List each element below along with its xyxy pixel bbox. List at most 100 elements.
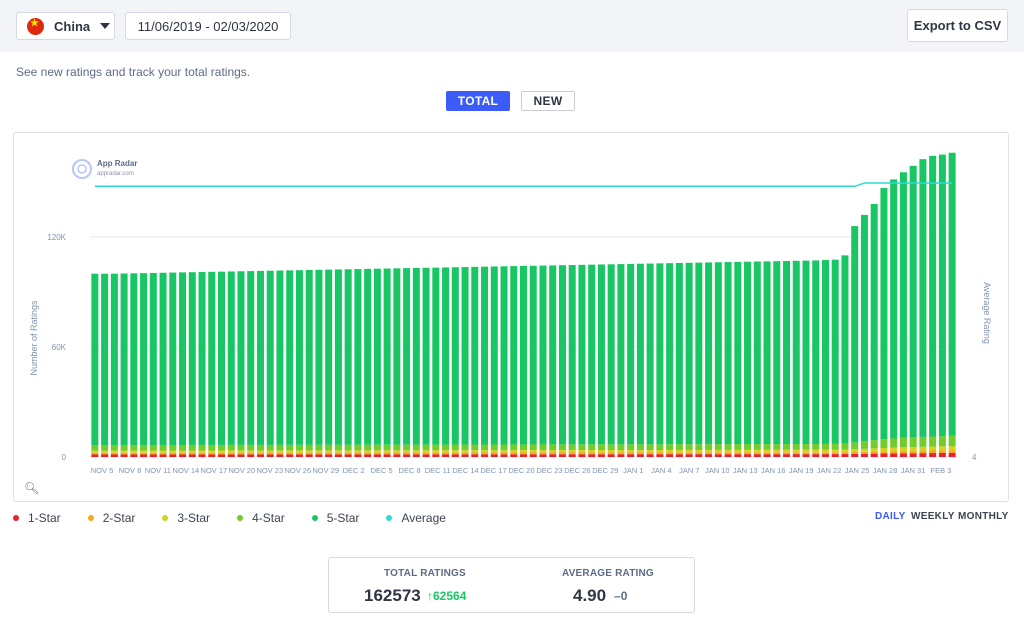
bar-segment-2-star <box>451 452 459 455</box>
bar-segment-4-star <box>442 444 450 451</box>
bar-segment-5-star <box>149 272 157 446</box>
bar-segment-1-star <box>578 454 586 457</box>
bar-segment-5-star <box>763 261 771 445</box>
bar-stack <box>334 269 342 457</box>
bar-segment-4-star <box>149 445 157 451</box>
bar-segment-1-star <box>159 454 167 457</box>
x-tick-label: JAN 25 <box>845 466 870 475</box>
bar-segment-3-star <box>247 450 255 453</box>
bar-segment-4-star <box>247 444 255 451</box>
period-weekly[interactable]: WEEKLY <box>911 511 955 522</box>
bar-segment-2-star <box>744 452 752 455</box>
bar-segment-2-star <box>198 452 206 455</box>
bar-stack <box>890 179 898 457</box>
bar-stack <box>549 265 557 457</box>
bar-stack <box>305 270 313 457</box>
bar-segment-1-star <box>753 454 761 457</box>
bar-segment-4-star <box>792 443 800 450</box>
bar-segment-5-star <box>627 263 635 445</box>
bar-segment-5-star <box>432 267 440 445</box>
country-select[interactable]: China <box>16 12 115 40</box>
bar-segment-4-star <box>519 444 527 451</box>
bar-segment-5-star <box>675 263 683 445</box>
bar-segment-5-star <box>812 260 820 444</box>
bar-segment-2-star <box>130 452 138 455</box>
bar-segment-4-star <box>529 444 537 451</box>
bar-segment-4-star <box>227 444 235 451</box>
bar-segment-1-star <box>783 454 791 457</box>
tab-total[interactable]: TOTAL <box>446 91 510 111</box>
x-tick-label: DEC 14 <box>452 466 478 475</box>
bar-segment-3-star <box>140 450 148 453</box>
bar-segment-5-star <box>714 262 722 445</box>
bar-stack <box>588 264 596 457</box>
x-tick-label: NOV 26 <box>284 466 311 475</box>
bar-stack <box>783 260 791 457</box>
bar-stack <box>656 263 664 457</box>
bar-segment-3-star <box>607 450 615 453</box>
bar-stack <box>500 266 508 457</box>
bar-segment-1-star <box>909 453 917 457</box>
bar-segment-3-star <box>880 448 888 452</box>
x-tick-label: DEC 2 <box>343 466 365 475</box>
x-tick-label: NOV 8 <box>119 466 142 475</box>
bar-segment-1-star <box>899 453 907 457</box>
bar-segment-5-star <box>403 268 411 445</box>
legend-item-3-star[interactable]: 3-Star <box>162 511 210 525</box>
bar-segment-5-star <box>821 260 829 444</box>
bar-segment-5-star <box>568 265 576 445</box>
bar-segment-3-star <box>558 450 566 453</box>
period-daily[interactable]: DAILY <box>875 511 906 522</box>
bar-segment-2-star <box>705 452 713 455</box>
bar-stack <box>695 262 703 457</box>
bar-segment-2-star <box>315 452 323 455</box>
bar-segment-1-star <box>851 453 859 457</box>
y-axis-ticks: 0 60K 120K 4 <box>47 233 977 462</box>
bar-segment-3-star <box>286 450 294 453</box>
bar-segment-4-star <box>909 437 917 448</box>
legend-item-2-star[interactable]: 2-Star <box>87 511 135 525</box>
bar-segment-1-star <box>821 454 829 457</box>
bar-segment-3-star <box>412 450 420 453</box>
bar-segment-1-star <box>110 454 118 457</box>
bar-segment-4-star <box>812 443 820 450</box>
bar-segment-5-star <box>383 268 391 445</box>
bar-segment-2-star <box>851 451 859 454</box>
x-tick-label: JAN 13 <box>733 466 758 475</box>
bar-segment-1-star <box>588 454 596 457</box>
bar-segment-2-star <box>607 452 615 455</box>
legend-label: 4-Star <box>252 511 285 525</box>
export-csv-button[interactable]: Export to CSV <box>907 9 1008 42</box>
legend-item-average[interactable]: Average <box>386 511 446 525</box>
total-ratings-delta: ↑62564 <box>427 589 466 603</box>
app-radar-watermark: App Radar appradar.com <box>72 159 137 179</box>
bar-segment-2-star <box>140 452 148 455</box>
chevron-down-icon <box>100 23 111 29</box>
bar-stack <box>831 259 839 457</box>
bar-segment-2-star <box>617 452 625 455</box>
bar-segment-4-star <box>851 442 859 450</box>
bar-segment-4-star <box>860 441 868 449</box>
legend-item-4-star[interactable]: 4-Star <box>237 511 285 525</box>
legend-item-5-star[interactable]: 5-Star <box>311 511 359 525</box>
legend-item-1-star[interactable]: 1-Star <box>13 511 61 525</box>
bar-segment-2-star <box>208 452 216 455</box>
bar-segment-3-star <box>198 450 206 453</box>
date-range-picker[interactable]: 11/06/2019 - 02/03/2020 <box>125 12 291 40</box>
zoom-icon[interactable]: 🔍︎ <box>24 481 40 495</box>
x-tick-label: DEC 5 <box>371 466 393 475</box>
bar-segment-3-star <box>773 449 781 453</box>
bar-segment-4-star <box>140 445 148 451</box>
x-tick-label: JAN 22 <box>817 466 842 475</box>
tab-new[interactable]: NEW <box>521 91 575 111</box>
bar-segment-4-star <box>627 444 635 450</box>
bar-segment-3-star <box>636 449 644 453</box>
bar-segment-2-star <box>110 452 118 455</box>
period-monthly[interactable]: MONTHLY <box>958 511 1009 522</box>
bar-segment-3-star <box>471 450 479 453</box>
bar-segment-5-star <box>120 273 128 446</box>
bar-segment-5-star <box>276 270 284 445</box>
bar-segment-5-star <box>909 165 917 438</box>
bar-segment-2-star <box>578 452 586 455</box>
average-rating-delta: –0 <box>614 589 627 603</box>
